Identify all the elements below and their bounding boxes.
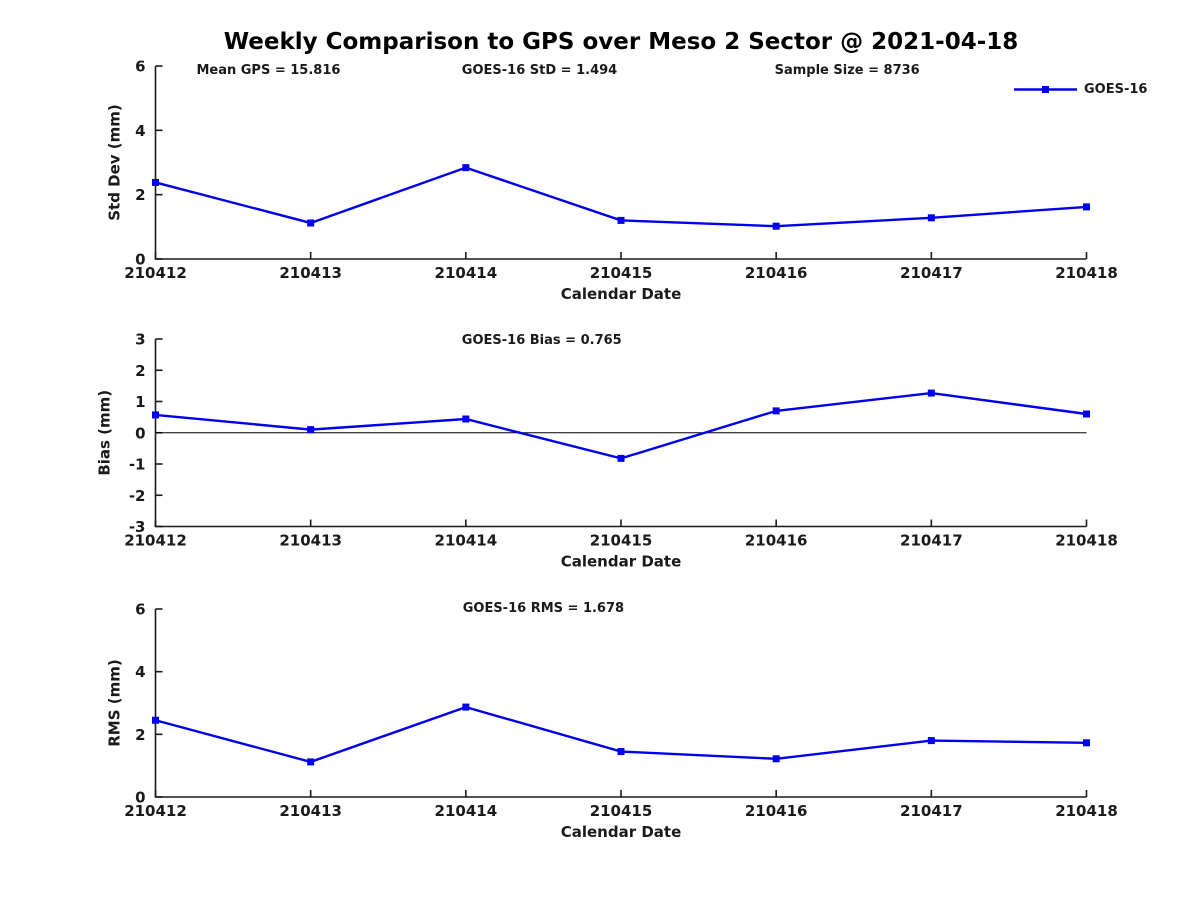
subplot-2: -3 -2 -1 0 1 2 3 210412 210413 210414 210415 210416… xyxy=(96,331,1118,571)
data-point-marker xyxy=(617,748,625,756)
y-tick-label: -1 xyxy=(129,456,146,474)
y-tick-label: 4 xyxy=(135,663,145,681)
x-tick-label: 210418 xyxy=(1055,264,1118,282)
y-axis-label: Std Dev (mm) xyxy=(106,104,124,221)
x-tick-label: 210415 xyxy=(590,532,653,550)
y-tick-label: 4 xyxy=(135,122,145,140)
annotation: GOES-16 StD = 1.494 xyxy=(462,63,617,78)
y-tick-label: 0 xyxy=(135,251,145,269)
y-tick-label: 2 xyxy=(135,362,145,380)
x-tick-label: 210414 xyxy=(435,802,498,820)
x-tick-label: 210415 xyxy=(590,264,653,282)
x-tick-label: 210414 xyxy=(435,264,498,282)
x-tick-label: 210414 xyxy=(435,532,498,550)
legend: GOES-16 xyxy=(1014,82,1147,97)
y-tick-label: 0 xyxy=(135,789,145,807)
data-point-marker xyxy=(307,758,315,766)
y-tick-label: 6 xyxy=(135,601,145,619)
figure-title: Weekly Comparison to GPS over Meso 2 Sec… xyxy=(223,29,1019,55)
x-tick-label: 210416 xyxy=(745,264,808,282)
x-tick-label: 210412 xyxy=(124,802,187,820)
data-point-marker xyxy=(152,716,159,724)
data-point-marker xyxy=(462,164,470,172)
data-line xyxy=(155,391,1087,460)
y-tick-label: 1 xyxy=(135,393,145,411)
data-point-marker xyxy=(462,703,470,711)
x-tick-label: 210418 xyxy=(1055,802,1118,820)
data-point-marker xyxy=(617,454,625,462)
y-tick-label: 6 xyxy=(135,58,145,76)
y-tick-label: -3 xyxy=(129,518,146,536)
data-point-marker xyxy=(617,216,625,224)
annotation: GOES-16 Bias = 0.765 xyxy=(462,333,622,348)
x-tick-label: 210415 xyxy=(590,802,653,820)
data-point-marker xyxy=(772,222,780,230)
annotation: Sample Size = 8736 xyxy=(775,63,920,78)
data-point-marker xyxy=(462,415,470,423)
x-tick-label: 210413 xyxy=(279,532,342,550)
x-tick-label: 210417 xyxy=(900,532,963,550)
x-tick-label: 210413 xyxy=(279,264,342,282)
data-point-marker xyxy=(307,426,315,434)
data-point-marker xyxy=(1083,203,1090,211)
data-point-marker xyxy=(152,178,159,186)
y-axis-label: Bias (mm) xyxy=(96,390,114,476)
x-axis-label: Calendar Date xyxy=(561,823,682,841)
data-point-marker xyxy=(307,219,315,227)
data-point-marker xyxy=(152,411,159,419)
x-axis-label: Calendar Date xyxy=(561,285,682,303)
y-tick-label: 2 xyxy=(135,186,145,204)
legend-marker xyxy=(1042,86,1049,93)
data-point-marker xyxy=(927,214,935,222)
x-tick-label: 210416 xyxy=(745,802,808,820)
y-tick-label: 3 xyxy=(135,331,145,349)
x-tick-label: 210416 xyxy=(745,532,808,550)
legend-label: GOES-16 xyxy=(1084,82,1148,97)
annotation: Mean GPS = 15.816 xyxy=(196,63,340,78)
data-point-marker xyxy=(772,755,780,763)
data-point-marker xyxy=(1083,410,1090,418)
y-tick-label: 0 xyxy=(135,424,145,442)
x-tick-label: 210412 xyxy=(124,532,187,550)
data-point-marker xyxy=(1083,739,1090,747)
x-tick-label: 210417 xyxy=(900,802,963,820)
x-axis-label: Calendar Date xyxy=(561,553,682,571)
subplot-1: 0 2 4 6 210412 210413 210414 210415 210416 210417… xyxy=(106,58,1118,304)
data-point-marker xyxy=(927,737,935,745)
annotation: GOES-16 RMS = 1.678 xyxy=(463,601,624,616)
y-axis-label: RMS (mm) xyxy=(106,659,124,746)
x-tick-label: 210412 xyxy=(124,264,187,282)
x-tick-label: 210413 xyxy=(279,802,342,820)
x-tick-label: 210417 xyxy=(900,264,963,282)
subplot-3: 0 2 4 6 210412 210413 210414 210415 210416 210417… xyxy=(106,601,1118,842)
data-point-marker xyxy=(927,389,935,397)
y-tick-label: 2 xyxy=(135,726,145,744)
x-tick-label: 210418 xyxy=(1055,532,1118,550)
data-point-marker xyxy=(772,407,780,415)
legend-line-marker-icon xyxy=(1014,86,1077,93)
y-tick-label: -2 xyxy=(129,487,146,505)
